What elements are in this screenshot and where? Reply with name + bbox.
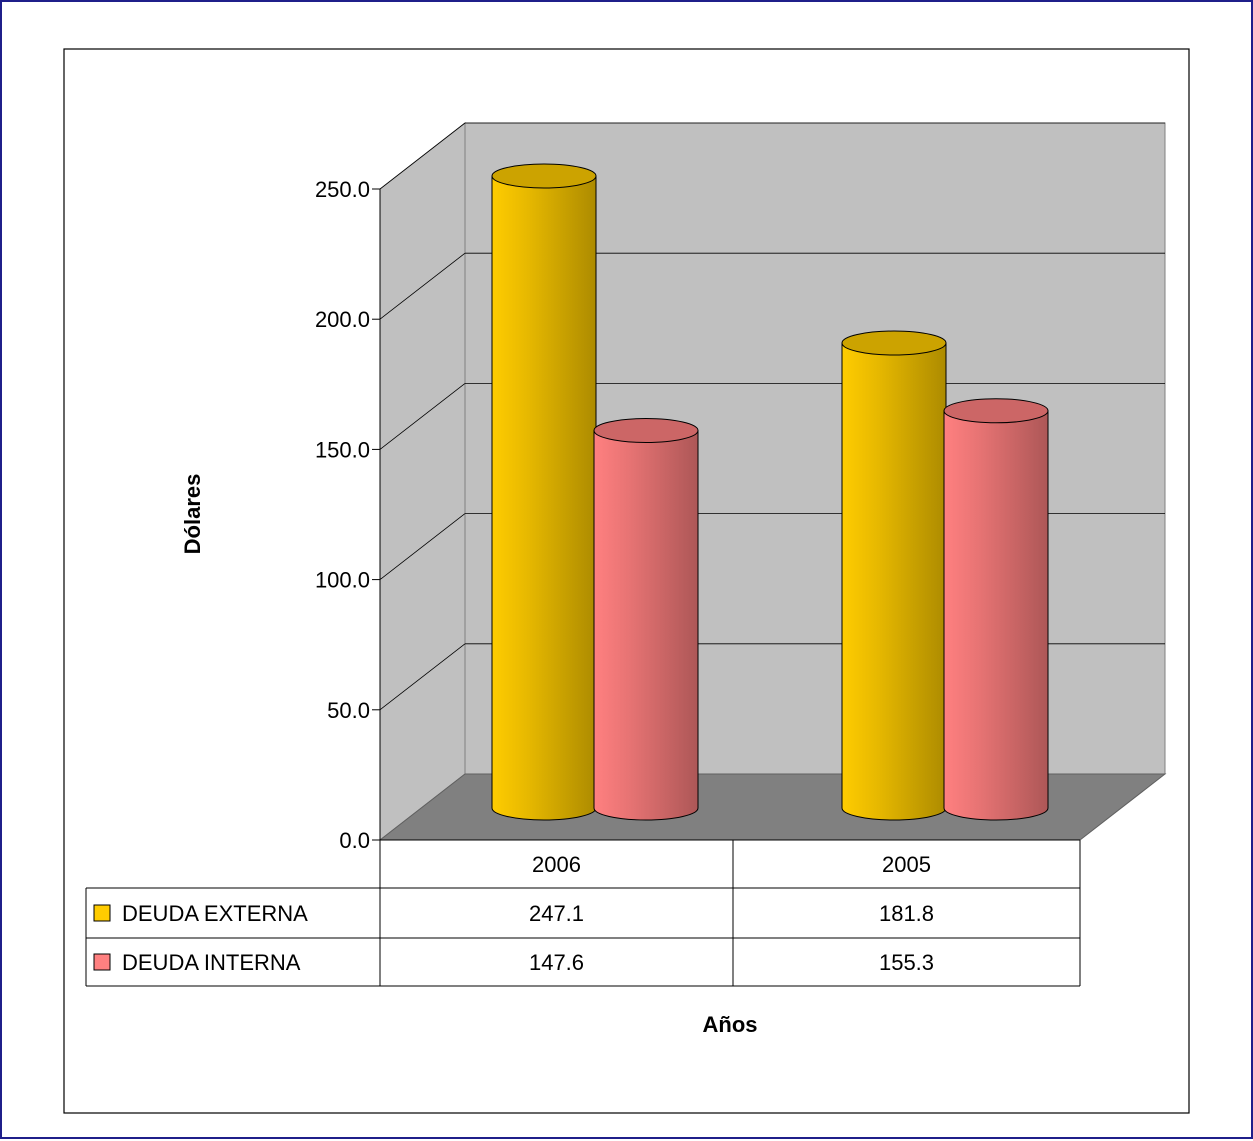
x-axis-title: Años <box>703 1012 758 1037</box>
gridline-side <box>379 513 466 580</box>
cylinder-body <box>593 429 699 821</box>
gridline-side <box>379 383 466 450</box>
side-wall <box>379 121 466 842</box>
cylinder-body <box>943 410 1049 821</box>
y-tick-label: 0.0 <box>339 828 370 853</box>
category-label: 2006 <box>532 852 581 877</box>
data-value: 181.8 <box>879 901 934 926</box>
cylinder-top <box>943 398 1049 424</box>
cylinder-top <box>593 417 699 443</box>
y-tick-label: 100.0 <box>315 568 370 593</box>
data-value: 247.1 <box>529 901 584 926</box>
cylinder-top <box>841 330 947 356</box>
legend-label: DEUDA EXTERNA <box>122 901 308 926</box>
category-label: 2005 <box>882 852 931 877</box>
cylinder-body <box>841 342 947 821</box>
bar-deuda-externa-2005 <box>841 330 947 821</box>
legend-swatch <box>93 953 111 971</box>
y-tick-label: 200.0 <box>315 307 370 332</box>
gridline-side <box>379 643 466 711</box>
y-tick-label: 50.0 <box>327 698 370 723</box>
legend-swatch <box>93 904 111 922</box>
gridline-side <box>379 122 466 190</box>
data-value: 147.6 <box>529 950 584 975</box>
data-value: 155.3 <box>879 950 934 975</box>
y-tick-label: 250.0 <box>315 177 370 202</box>
bar-deuda-interna-2005 <box>943 398 1049 821</box>
cylinder-top <box>491 163 597 189</box>
y-axis-title: Dólares <box>180 474 205 555</box>
cylinder-body <box>491 175 597 821</box>
gridline-side <box>379 252 466 320</box>
bar-deuda-externa-2006 <box>491 163 597 821</box>
legend-label: DEUDA INTERNA <box>122 950 301 975</box>
bar-deuda-interna-2006 <box>593 417 699 821</box>
y-tick-label: 150.0 <box>315 437 370 462</box>
